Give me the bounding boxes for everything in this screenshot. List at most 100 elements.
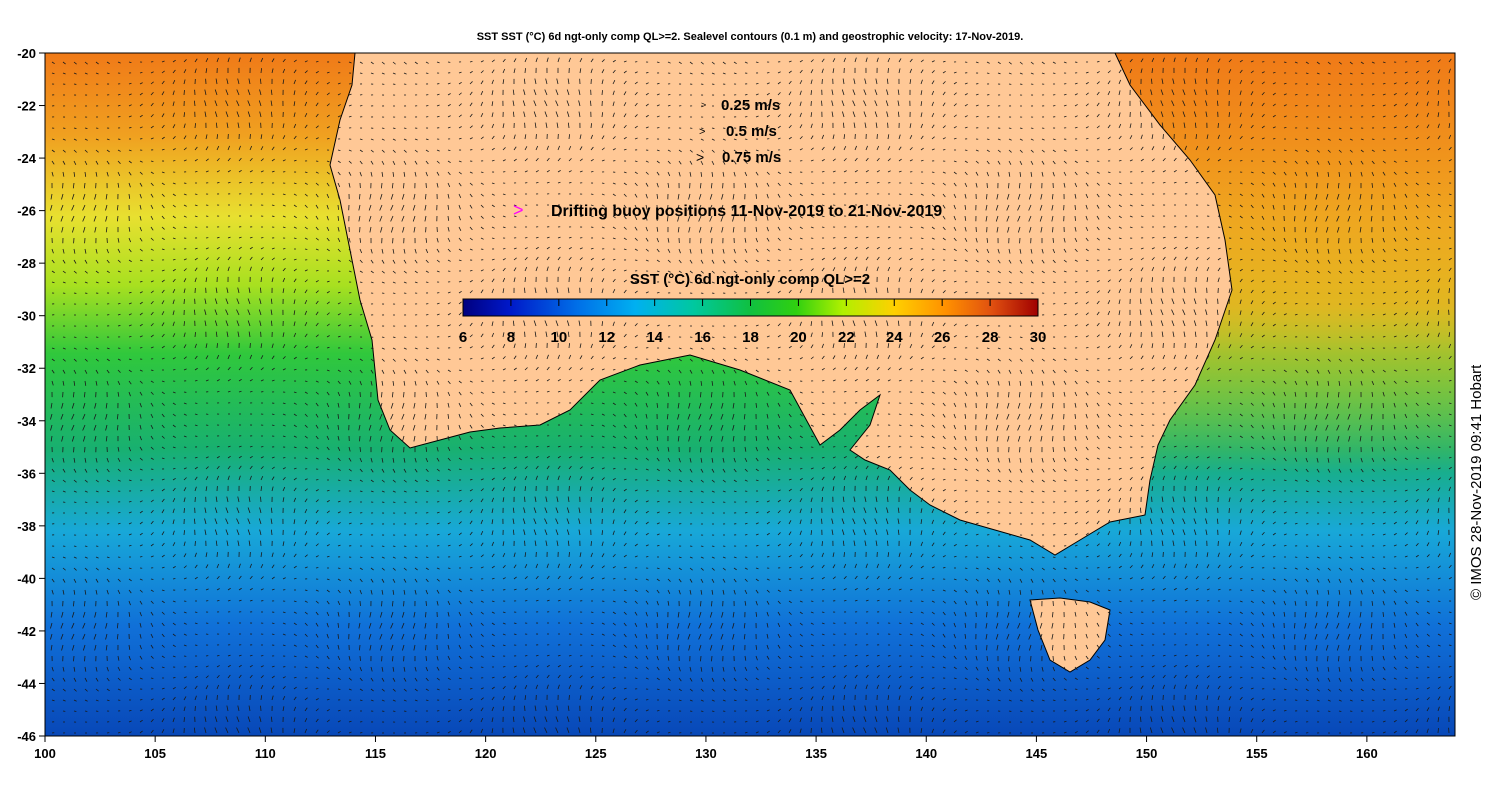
velocity-arrow <box>447 358 451 360</box>
velocity-arrow <box>556 122 559 129</box>
velocity-arrow <box>788 148 792 151</box>
velocity-arrow <box>953 126 957 129</box>
velocity-arrow <box>436 104 440 107</box>
velocity-arrow <box>1371 149 1375 152</box>
velocity-arrow <box>315 102 319 107</box>
velocity-arrow <box>777 114 781 118</box>
velocity-arrow <box>513 58 517 63</box>
velocity-arrow <box>634 92 638 96</box>
velocity-arrow <box>161 91 165 96</box>
velocity-arrow <box>425 138 429 141</box>
velocity-arrow <box>150 114 154 118</box>
velocity-arrow <box>194 146 198 151</box>
velocity-arrow <box>1316 61 1320 65</box>
velocity-arrow <box>1149 100 1153 107</box>
velocity-arrow <box>1448 123 1451 129</box>
velocity-arrow <box>1426 90 1429 96</box>
velocity-arrow <box>502 68 506 74</box>
velocity-arrow <box>73 127 77 129</box>
velocity-arrow <box>964 149 968 151</box>
velocity-arrow <box>997 61 1001 65</box>
velocity-arrow <box>788 125 792 129</box>
velocity-arrow <box>1019 149 1023 153</box>
velocity-arrow <box>194 332 196 338</box>
velocity-arrow <box>700 160 704 165</box>
velocity-arrow <box>534 122 537 129</box>
velocity-arrow <box>1085 71 1089 74</box>
velocity-arrow <box>1338 149 1342 153</box>
velocity-arrow <box>1239 101 1242 107</box>
velocity-arrow <box>612 148 616 151</box>
velocity-arrow <box>1160 89 1164 96</box>
velocity-arrow <box>1371 347 1375 349</box>
velocity-arrow <box>863 100 867 107</box>
velocity-arrow <box>512 89 515 96</box>
velocity-arrow <box>1030 72 1034 75</box>
velocity-arrow <box>1206 146 1210 151</box>
velocity-arrow <box>656 93 660 96</box>
velocity-arrow <box>874 100 878 107</box>
velocity-arrow <box>204 111 207 118</box>
velocity-arrow <box>700 127 704 129</box>
velocity-arrow <box>304 101 308 107</box>
velocity-arrow <box>1404 137 1408 140</box>
velocity-arrow <box>183 69 187 74</box>
velocity-arrow <box>1261 369 1265 371</box>
velocity-arrow <box>821 402 825 404</box>
velocity-arrow <box>645 103 649 107</box>
velocity-arrow <box>897 111 900 118</box>
velocity-arrow <box>788 70 792 74</box>
velocity-arrow <box>293 135 297 140</box>
velocity-arrow <box>414 138 418 141</box>
velocity-arrow <box>480 60 484 63</box>
velocity-arrow <box>326 160 330 163</box>
velocity-arrow <box>1074 479 1078 481</box>
velocity-arrow <box>843 145 847 151</box>
velocity-arrow <box>711 160 715 165</box>
velocity-arrow <box>513 134 516 140</box>
velocity-arrow <box>1074 104 1078 107</box>
velocity-arrow <box>480 124 484 129</box>
velocity-arrow <box>293 59 297 63</box>
velocity-arrow <box>403 391 405 398</box>
velocity-arrow <box>205 58 209 63</box>
velocity-arrow <box>1160 100 1164 107</box>
velocity-arrow <box>1008 72 1012 75</box>
velocity-arrow <box>1151 78 1153 85</box>
velocity-arrow <box>799 136 803 140</box>
velocity-arrow <box>1096 71 1100 74</box>
velocity-arrow <box>799 59 803 63</box>
velocity-arrow <box>238 157 242 162</box>
velocity-arrow <box>1171 111 1175 118</box>
velocity-arrow <box>469 137 473 140</box>
velocity-arrow <box>523 78 526 85</box>
velocity-arrow <box>117 160 121 164</box>
velocity-arrow <box>337 82 341 85</box>
velocity-arrow <box>590 402 594 404</box>
velocity-arrow <box>656 160 660 164</box>
velocity-arrow <box>568 145 572 151</box>
velocity-arrow <box>226 122 229 129</box>
velocity-arrow <box>194 58 198 63</box>
velocity-arrow <box>1140 68 1143 74</box>
velocity-arrow <box>502 159 506 162</box>
velocity-arrow <box>874 89 878 96</box>
velocity-arrow <box>821 100 823 107</box>
velocity-arrow <box>1228 59 1232 63</box>
velocity-arrow <box>271 134 274 140</box>
velocity-arrow <box>1448 58 1452 63</box>
velocity-arrow <box>73 61 77 65</box>
velocity-arrow <box>656 115 660 118</box>
velocity-arrow <box>544 100 548 107</box>
velocity-arrow <box>237 122 240 129</box>
velocity-arrow <box>909 58 913 63</box>
velocity-arrow <box>656 104 660 107</box>
velocity-arrow <box>711 127 715 129</box>
velocity-arrow <box>1096 61 1100 63</box>
velocity-arrow <box>214 89 218 96</box>
velocity-arrow <box>458 92 462 96</box>
velocity-arrow <box>887 68 889 74</box>
velocity-arrow <box>480 80 484 85</box>
velocity-arrow <box>1437 101 1439 107</box>
velocity-arrow <box>248 122 251 129</box>
